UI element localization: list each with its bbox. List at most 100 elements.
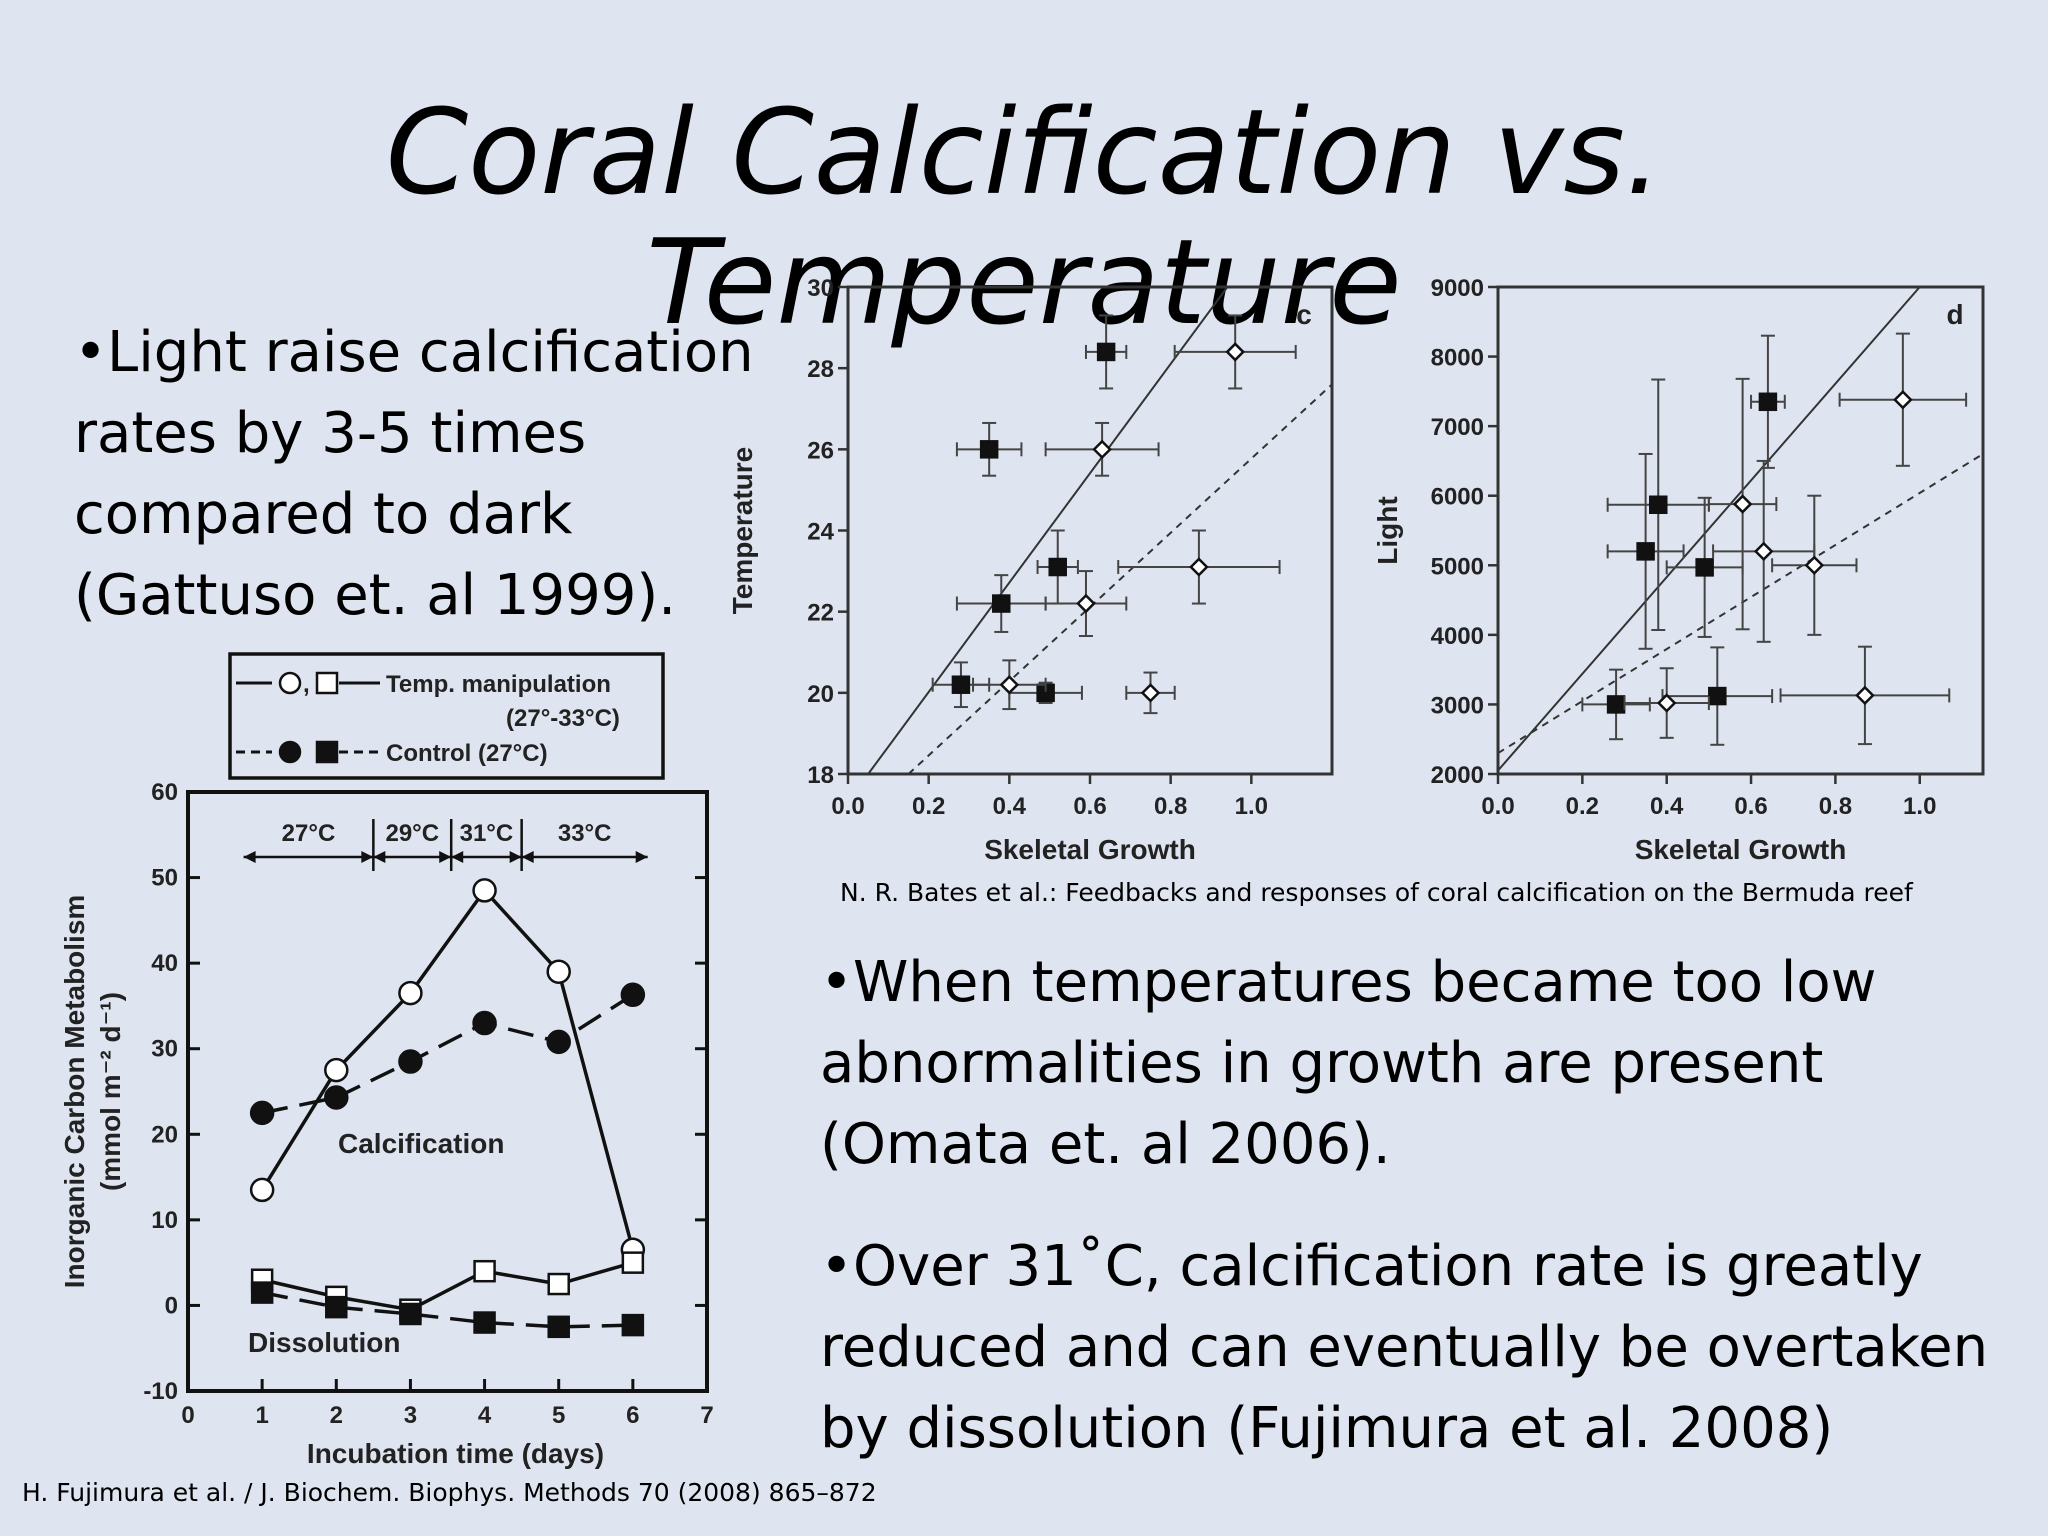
fit-line-dashed bbox=[907, 383, 1332, 774]
data-point bbox=[473, 1311, 496, 1334]
data-point bbox=[249, 1100, 275, 1126]
data-point bbox=[621, 1313, 645, 1337]
fit-line-dashed bbox=[1498, 453, 1983, 754]
y-tick-label: 20 bbox=[807, 681, 834, 708]
y-tick-label: 28 bbox=[807, 356, 834, 383]
x-tick-label: 0 bbox=[181, 1402, 194, 1429]
calcification-label: Calcification bbox=[338, 1128, 504, 1159]
x-tick-label: 7 bbox=[700, 1402, 713, 1429]
panel-frame-c bbox=[846, 285, 1334, 776]
x-tick-label: 1.0 bbox=[1903, 793, 1936, 820]
data-point bbox=[1855, 685, 1875, 706]
data-point bbox=[250, 1281, 274, 1304]
phase-label: 33°C bbox=[558, 820, 612, 847]
bullet-high-temperature: •Over 31˚C, calcification rate is greatl… bbox=[820, 1234, 1989, 1461]
data-point bbox=[325, 1295, 348, 1319]
bullet-light: •Light raise calcification rates by 3-5 … bbox=[74, 320, 754, 628]
legend-box bbox=[228, 652, 665, 780]
data-point bbox=[1649, 495, 1668, 515]
y-axis-label: Light bbox=[1372, 496, 1403, 564]
data-point bbox=[1140, 683, 1161, 703]
y-tick-label: 4000 bbox=[1431, 623, 1484, 650]
data-point bbox=[324, 1085, 349, 1110]
data-point bbox=[1804, 555, 1825, 576]
fit-line-solid bbox=[1498, 287, 1921, 772]
fit-line-solid bbox=[867, 287, 1229, 774]
data-point bbox=[473, 1259, 496, 1283]
phase-arrowhead bbox=[635, 851, 648, 863]
y-tick-label: -10 bbox=[143, 1378, 178, 1405]
y-tick-label: 22 bbox=[807, 600, 834, 627]
y-tick-label: 9000 bbox=[1431, 275, 1484, 302]
panel-letter: c bbox=[1296, 299, 1312, 330]
data-point bbox=[1753, 541, 1774, 562]
x-tick-label: 4 bbox=[478, 1402, 492, 1429]
data-point bbox=[546, 1029, 571, 1055]
y-tick-label: 10 bbox=[151, 1207, 178, 1234]
data-point bbox=[999, 674, 1020, 695]
data-point bbox=[1606, 695, 1626, 714]
data-point bbox=[1708, 686, 1727, 706]
x-tick-label: 6 bbox=[626, 1402, 639, 1429]
y-tick-label: 30 bbox=[151, 1036, 178, 1063]
page-title: Coral Calcification vs. Temperature bbox=[385, 83, 1663, 351]
data-point bbox=[992, 594, 1011, 613]
x-tick-label: 1 bbox=[255, 1402, 268, 1429]
x-tick-label: 3 bbox=[404, 1402, 417, 1429]
phase-arrowhead bbox=[243, 851, 256, 863]
legend-marker bbox=[315, 740, 339, 764]
x-axis-label: Skeletal Growth bbox=[984, 834, 1196, 865]
x-axis-label: Incubation time (days) bbox=[307, 1438, 604, 1469]
data-point bbox=[1048, 557, 1067, 577]
data-point bbox=[1732, 494, 1753, 514]
data-point bbox=[249, 1177, 275, 1203]
data-point bbox=[472, 1010, 497, 1036]
y-tick-label: 18 bbox=[807, 762, 834, 789]
bullet-low-temperature: •When temperatures became too low abnorm… bbox=[820, 950, 1877, 1177]
series-line bbox=[261, 1260, 634, 1312]
series-line bbox=[260, 887, 635, 1251]
legend-marker bbox=[315, 671, 339, 695]
phase-label: 31°C bbox=[460, 820, 514, 847]
phase-arrowhead bbox=[373, 851, 386, 863]
data-point bbox=[620, 982, 646, 1008]
y-axis-label: Inorganic Carbon Metabolism bbox=[59, 895, 90, 1289]
x-tick-label: 1.0 bbox=[1235, 793, 1268, 820]
phase-arrowhead bbox=[439, 851, 452, 863]
series-line bbox=[261, 1290, 633, 1329]
y-tick-label: 3000 bbox=[1431, 692, 1484, 719]
data-point bbox=[1695, 558, 1714, 577]
data-point bbox=[399, 1302, 422, 1326]
fit-lines-c bbox=[867, 287, 1332, 774]
data-point bbox=[546, 959, 571, 984]
data-point bbox=[1758, 392, 1778, 412]
data-point bbox=[472, 878, 497, 903]
phase-label: 29°C bbox=[385, 820, 439, 847]
data-point bbox=[398, 980, 423, 1006]
y-tick-label: 2000 bbox=[1431, 762, 1484, 789]
y-tick-label: 24 bbox=[807, 519, 834, 546]
phase-label: 27°C bbox=[282, 820, 336, 847]
fujimura-plot-frame bbox=[186, 790, 709, 1393]
data-point bbox=[1189, 557, 1209, 577]
data-point bbox=[1225, 342, 1245, 362]
x-tick-label: 0.2 bbox=[1566, 793, 1599, 820]
y-tick-label: 5000 bbox=[1431, 553, 1484, 580]
data-point bbox=[1636, 542, 1655, 561]
x-tick-label: 5 bbox=[552, 1402, 565, 1429]
data-point bbox=[621, 1251, 645, 1274]
y-tick-label: 30 bbox=[807, 275, 834, 302]
y-tick-label: 60 bbox=[151, 779, 178, 806]
data-point bbox=[1076, 593, 1096, 614]
y-tick-label: 20 bbox=[151, 1121, 178, 1148]
legend-comma: , bbox=[303, 671, 310, 698]
x-axis-label: Skeletal Growth bbox=[1635, 834, 1847, 865]
x-tick-label: 0.6 bbox=[1734, 793, 1767, 820]
data-point bbox=[1096, 342, 1116, 362]
y-tick-label: 26 bbox=[807, 437, 834, 464]
panel-frame-d bbox=[1496, 285, 1985, 776]
y-tick-label: 50 bbox=[151, 865, 178, 892]
legend-marker bbox=[278, 740, 302, 764]
x-tick-label: 0.6 bbox=[1073, 793, 1106, 820]
